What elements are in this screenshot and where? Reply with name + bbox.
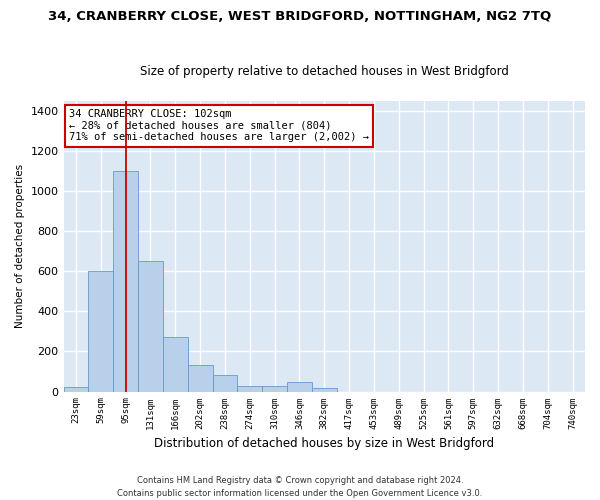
- Bar: [238, 386, 262, 392]
- Bar: [212, 376, 238, 392]
- Bar: [312, 388, 337, 392]
- Text: 34 CRANBERRY CLOSE: 102sqm
← 28% of detached houses are smaller (804)
71% of sem: 34 CRANBERRY CLOSE: 102sqm ← 28% of deta…: [69, 109, 369, 142]
- Bar: [113, 171, 138, 392]
- Bar: [163, 338, 188, 392]
- Bar: [138, 261, 163, 392]
- Title: Size of property relative to detached houses in West Bridgford: Size of property relative to detached ho…: [140, 66, 509, 78]
- Bar: [188, 366, 212, 392]
- Bar: [287, 382, 312, 392]
- Bar: [262, 386, 287, 392]
- Bar: [88, 271, 113, 392]
- Bar: [64, 386, 88, 392]
- Text: 34, CRANBERRY CLOSE, WEST BRIDGFORD, NOTTINGHAM, NG2 7TQ: 34, CRANBERRY CLOSE, WEST BRIDGFORD, NOT…: [49, 10, 551, 23]
- Y-axis label: Number of detached properties: Number of detached properties: [15, 164, 25, 328]
- X-axis label: Distribution of detached houses by size in West Bridgford: Distribution of detached houses by size …: [154, 437, 494, 450]
- Text: Contains HM Land Registry data © Crown copyright and database right 2024.
Contai: Contains HM Land Registry data © Crown c…: [118, 476, 482, 498]
